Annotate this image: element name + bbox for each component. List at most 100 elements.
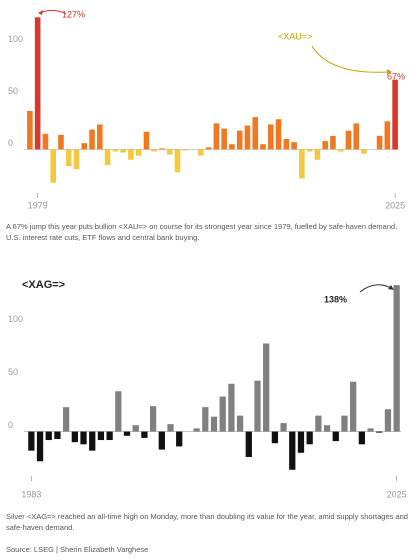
- bar: [27, 110, 33, 150]
- bar: [361, 149, 367, 154]
- x-tick-label: 1983: [21, 489, 41, 499]
- bar: [198, 149, 204, 156]
- bar: [135, 149, 142, 156]
- bar: [299, 149, 305, 179]
- bar: [97, 431, 105, 441]
- bar: [71, 431, 78, 443]
- bar: [202, 407, 209, 432]
- bar: [149, 406, 157, 432]
- bar: [263, 343, 270, 432]
- bar: [323, 425, 331, 432]
- bar: [267, 124, 274, 150]
- bar: [80, 431, 87, 445]
- bar: [174, 149, 181, 173]
- bar: [58, 134, 64, 150]
- bar: [353, 123, 360, 150]
- bar: [213, 123, 220, 150]
- bar: [112, 149, 119, 152]
- x-tick-label: 1979: [28, 200, 48, 210]
- bar: [120, 149, 126, 153]
- arrowhead: [388, 285, 394, 290]
- y-tick-label: 50: [8, 367, 18, 377]
- bar: [106, 431, 113, 441]
- bar: [376, 135, 383, 150]
- caption-text: A 67% jump this year puts bullion <XAU=>…: [6, 222, 398, 242]
- bar: [65, 149, 72, 167]
- bar: [151, 149, 158, 152]
- bar: [384, 409, 392, 432]
- bar: [128, 149, 134, 160]
- bar: [115, 391, 122, 432]
- bar: [166, 149, 173, 155]
- bar: [367, 428, 374, 432]
- bar: [89, 129, 95, 150]
- y-tick-label: 100: [8, 34, 23, 44]
- bar: [205, 147, 212, 150]
- caption-text: Silver <XAG=> reached an all-time high o…: [6, 512, 408, 532]
- bar: [350, 381, 357, 432]
- x-tick-label: 2025: [385, 200, 405, 210]
- bar: [63, 407, 70, 432]
- bar: [73, 149, 80, 170]
- bar: [297, 431, 305, 453]
- bar: [376, 431, 383, 433]
- bar: [54, 431, 61, 439]
- bar: [176, 431, 183, 447]
- annotation: 67%: [387, 71, 405, 81]
- chart-title: <XAU=>: [278, 31, 312, 41]
- bar: [337, 149, 344, 152]
- arrowhead: [38, 10, 43, 15]
- y-tick-label: 50: [8, 86, 18, 96]
- arrow: [41, 9, 67, 15]
- bar: [236, 130, 243, 150]
- y-tick-label: 0: [8, 420, 13, 430]
- bar: [291, 142, 297, 150]
- bar: [315, 415, 322, 432]
- bar: [341, 415, 348, 432]
- bar: [393, 285, 400, 432]
- bar: [384, 121, 391, 150]
- arrow: [359, 284, 392, 293]
- bar: [50, 149, 56, 183]
- y-tick-label: 100: [8, 314, 23, 324]
- bar: [332, 431, 339, 442]
- bar: [42, 133, 49, 150]
- annotation: 138%: [324, 294, 347, 304]
- bar: [254, 380, 261, 432]
- bar: [210, 416, 218, 432]
- bar: [141, 431, 148, 438]
- arrow: [311, 45, 389, 73]
- bar: [158, 431, 165, 450]
- bar: [289, 431, 296, 470]
- bar: [314, 149, 321, 160]
- bar: [229, 144, 235, 150]
- bar: [245, 431, 252, 458]
- bar: [193, 428, 200, 432]
- bar: [159, 148, 165, 150]
- annotation: 127%: [62, 9, 85, 19]
- x-tick-label: 2025: [387, 489, 407, 499]
- bar: [219, 396, 226, 432]
- bar: [97, 124, 103, 150]
- bar: [392, 79, 398, 150]
- bar: [28, 431, 35, 451]
- bar: [322, 141, 328, 150]
- bar: [236, 415, 244, 432]
- bar: [345, 130, 352, 150]
- bar: [330, 135, 336, 150]
- bar: [280, 423, 287, 432]
- arrowhead: [387, 69, 392, 75]
- bar: [104, 149, 111, 165]
- bar: [271, 431, 279, 444]
- bar: [89, 431, 96, 451]
- bar: [260, 144, 266, 150]
- caption: Silver <XAG=> reached an all-time high o…: [6, 512, 408, 532]
- bar: [167, 424, 174, 432]
- bar: [244, 125, 251, 150]
- bar: [34, 17, 41, 150]
- bar: [252, 117, 259, 150]
- bar: [221, 128, 227, 150]
- bar: [275, 119, 282, 150]
- bar: [283, 139, 290, 150]
